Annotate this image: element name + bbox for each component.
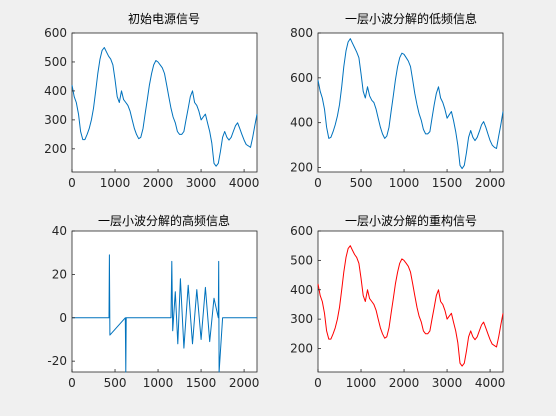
x-tick-label: 2000 <box>389 376 420 390</box>
x-tick-label: 0 <box>68 376 76 390</box>
x-tick-label: 1000 <box>143 376 174 390</box>
x-tick-label: 4000 <box>229 176 260 190</box>
x-tick-label: 1500 <box>432 176 463 190</box>
y-tick-label: 20 <box>52 267 67 281</box>
x-tick-label: 4000 <box>475 376 506 390</box>
subplot-3-series-line <box>72 254 257 373</box>
y-tick-label: 300 <box>44 113 67 127</box>
y-tick-label: 300 <box>290 312 313 326</box>
y-tick-label: 500 <box>44 55 67 69</box>
subplot-2-axes <box>317 32 504 173</box>
subplot-1: 初始电源信号 0 1000 2000 3000 4000 200 300 400 500 600 <box>44 12 259 190</box>
x-tick-label: 1500 <box>186 376 217 390</box>
y-tick-label: 400 <box>290 116 313 130</box>
x-tick-label: 1000 <box>100 176 131 190</box>
subplot-1-title: 初始电源信号 <box>128 12 200 26</box>
x-tick-label: 500 <box>104 376 127 390</box>
y-tick-label: 200 <box>290 342 313 356</box>
y-tick-label: 400 <box>44 84 67 98</box>
x-tick-label: 1000 <box>389 176 420 190</box>
x-tick-label: 2000 <box>229 376 260 390</box>
subplot-2: 一层小波分解的低频信息 0 500 1000 1500 2000 200 400 600 800 <box>290 11 505 190</box>
subplot-3-axes <box>71 230 258 373</box>
y-tick-label: 200 <box>290 161 313 175</box>
subplot-4-title: 一层小波分解的重构信号 <box>345 213 477 228</box>
y-tick-label: 800 <box>290 26 313 40</box>
x-tick-label: 0 <box>314 176 322 190</box>
y-tick-label: -20 <box>47 354 67 368</box>
y-tick-label: 500 <box>290 253 313 267</box>
x-tick-label: 3000 <box>432 376 463 390</box>
subplot-2-title: 一层小波分解的低频信息 <box>345 11 477 26</box>
y-tick-label: 0 <box>59 311 67 325</box>
subplot-4-marks: 0 1000 2000 3000 4000 200 300 400 500 600 <box>290 224 505 390</box>
x-tick-label: 0 <box>314 376 322 390</box>
subplot-1-marks: 0 1000 2000 3000 4000 200 300 400 500 600 <box>44 26 259 190</box>
y-tick-label: 200 <box>44 142 67 156</box>
x-tick-label: 2000 <box>143 176 174 190</box>
y-tick-label: 400 <box>290 283 313 297</box>
y-tick-label: 600 <box>290 71 313 85</box>
x-tick-label: 0 <box>68 176 76 190</box>
y-tick-label: 600 <box>290 224 313 238</box>
y-tick-label: 40 <box>52 224 67 238</box>
x-tick-label: 3000 <box>186 176 217 190</box>
x-tick-label: 1000 <box>346 376 377 390</box>
x-tick-label: 2000 <box>475 176 506 190</box>
y-tick-label: 600 <box>44 26 67 40</box>
subplot-4-series-line <box>317 245 504 367</box>
subplot-4: 一层小波分解的重构信号 0 1000 2000 3000 4000 200 300 400 50… <box>290 213 505 390</box>
subplot-1-series-line <box>71 47 258 167</box>
subplot-4-axes <box>317 230 504 373</box>
subplot-1-axes <box>71 32 258 173</box>
subplot-2-series-line <box>317 38 504 170</box>
x-tick-label: 500 <box>350 176 373 190</box>
subplot-3-title: 一层小波分解的高频信息 <box>98 213 230 228</box>
subplot-2-marks: 0 500 1000 1500 2000 200 400 600 800 <box>290 26 505 190</box>
